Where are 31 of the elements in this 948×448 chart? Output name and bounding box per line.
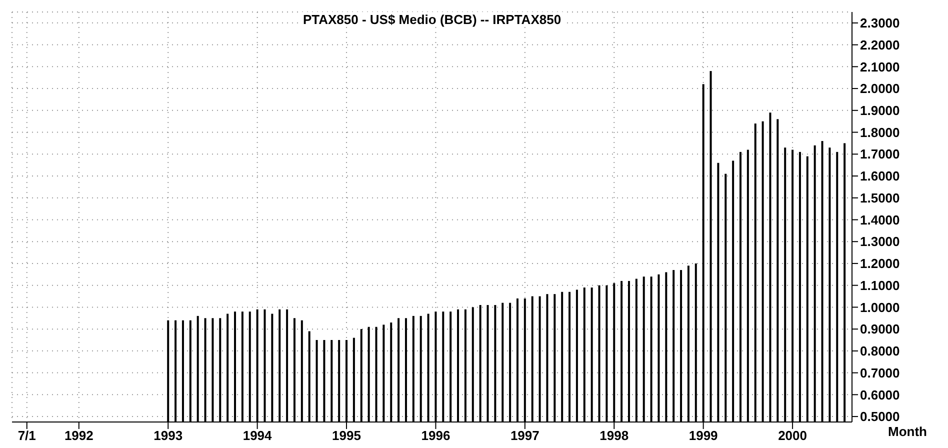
x-tick-label: 7/1 xyxy=(18,428,36,443)
x-axis-title: Month xyxy=(888,424,927,439)
x-tick-label: 1994 xyxy=(242,428,273,443)
y-tick-label: 0.5000 xyxy=(860,409,900,424)
x-tick-label: 2000 xyxy=(778,428,807,443)
x-tick-label: 1998 xyxy=(600,428,629,443)
y-tick-label: 1.1000 xyxy=(860,278,900,293)
x-tick-label: 1993 xyxy=(154,428,183,443)
y-tick-label: 1.5000 xyxy=(860,190,900,206)
x-tick-label: 1996 xyxy=(421,428,450,443)
y-tick-label: 1.2000 xyxy=(860,256,900,272)
y-tick-label: 0.8000 xyxy=(860,344,900,359)
y-tick-label: 2.0000 xyxy=(860,81,900,96)
x-tick-label: 1997 xyxy=(510,428,540,443)
y-tick-label: 0.9000 xyxy=(860,322,900,337)
x-tick-label: 1992 xyxy=(64,428,94,443)
y-tick-label: 1.9000 xyxy=(860,103,900,118)
y-tick-label: 0.6000 xyxy=(860,387,900,402)
y-tick-label: 2.1000 xyxy=(860,59,900,74)
y-tick-label: 1.4000 xyxy=(860,212,900,228)
y-tick-label: 2.3000 xyxy=(860,16,900,31)
y-tick-label: 1.8000 xyxy=(860,124,900,140)
y-tick-label: 2.2000 xyxy=(860,37,900,52)
y-tick-label: 1.0000 xyxy=(860,300,900,315)
y-tick-label: 1.7000 xyxy=(860,146,900,162)
chart-title: PTAX850 - US$ Medio (BCB) -- IRPTAX850 xyxy=(298,12,566,27)
y-tick-label: 0.7000 xyxy=(860,365,900,380)
y-tick-label: 1.3000 xyxy=(860,234,900,250)
x-tick-label: 1999 xyxy=(688,428,718,443)
y-tick-label: 1.6000 xyxy=(860,168,900,184)
x-tick-label: 1995 xyxy=(332,428,361,443)
